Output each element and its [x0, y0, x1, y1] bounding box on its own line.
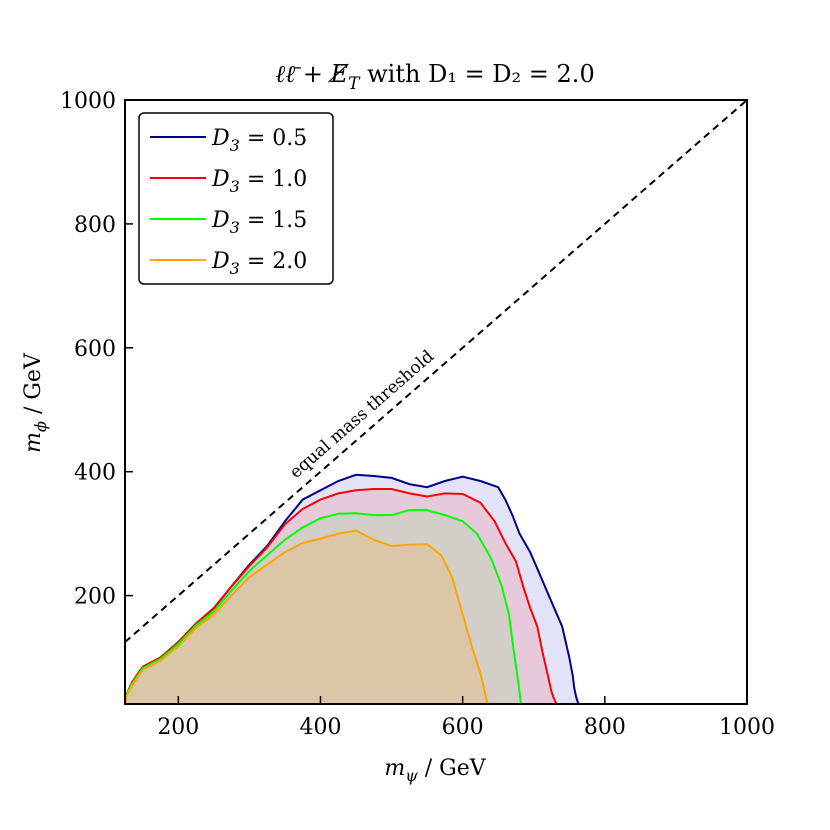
y-axis-title: mϕ / GeV: [21, 352, 50, 453]
title-tail: with D₁ = D₂ = 2.0: [360, 60, 595, 88]
legend-label-main: D: [211, 249, 230, 274]
legend-label-4: D3 = 2.0: [211, 249, 307, 278]
plot-frame: [124, 99, 748, 705]
equal-mass-threshold-label: equal mass threshold: [286, 346, 438, 482]
legend-label-main: D: [211, 167, 230, 192]
legend-label-3: D3 = 1.5: [211, 208, 307, 237]
legend-box: [138, 112, 334, 285]
y-axis: 200 400 600 800 1000: [60, 89, 133, 610]
x-axis-title: mψ / GeV: [384, 756, 486, 785]
equal-mass-threshold-line: [124, 99, 748, 643]
legend-label-main: D: [211, 126, 230, 151]
series-fills: [125, 474, 579, 704]
series-fill-1: [125, 474, 579, 704]
legend-label-tail: = 1.5: [240, 208, 307, 233]
y-tick-label: 1000: [60, 89, 116, 114]
x-title-main: m: [384, 756, 405, 781]
x-axis: 200 400 600 800 1000: [157, 696, 775, 740]
legend-label-sub: 3: [230, 259, 240, 278]
series-fill-3: [125, 510, 521, 704]
y-tick-label: 800: [74, 213, 116, 238]
y-tick-label: 400: [74, 461, 116, 486]
y-title-main: m: [21, 432, 46, 453]
x-title-sub: ψ: [405, 766, 418, 785]
series-line-4: [124, 529, 490, 705]
legend-label-tail: = 0.5: [240, 126, 307, 151]
x-title-tail: / GeV: [418, 756, 487, 781]
y-title-sub: ϕ: [31, 421, 50, 432]
y-tick-label: 200: [74, 585, 116, 610]
chart-title: ℓℓ̄ + E̸T with D₁ = D₂ = 2.0: [275, 60, 594, 94]
series-line-2: [124, 488, 558, 705]
series-fill-4: [125, 530, 489, 704]
legend-label-tail: = 1.0: [240, 167, 307, 192]
legend-label-2: D3 = 1.0: [211, 167, 307, 196]
series-fill-2: [125, 489, 557, 704]
x-tick-label: 400: [299, 715, 341, 740]
legend-label-tail: = 2.0: [240, 249, 307, 274]
legend-label-1: D3 = 0.5: [211, 126, 307, 155]
x-tick-label: 800: [584, 715, 626, 740]
legend-label-sub: 3: [230, 177, 240, 196]
y-tick-label: 600: [74, 337, 116, 362]
legend-label-sub: 3: [230, 136, 240, 155]
title-sub: T: [348, 74, 361, 94]
series-line-3: [124, 509, 522, 705]
series-lines: [124, 473, 580, 705]
x-tick-label: 600: [442, 715, 484, 740]
legend: D3 = 0.5D3 = 1.0D3 = 1.5D3 = 2.0: [138, 112, 334, 285]
x-tick-label: 1000: [719, 715, 775, 740]
title-main: ℓℓ̄ + E̸: [275, 60, 349, 88]
y-title-tail: / GeV: [21, 352, 46, 421]
legend-label-main: D: [211, 208, 230, 233]
legend-label-sub: 3: [230, 218, 240, 237]
x-tick-label: 200: [157, 715, 199, 740]
